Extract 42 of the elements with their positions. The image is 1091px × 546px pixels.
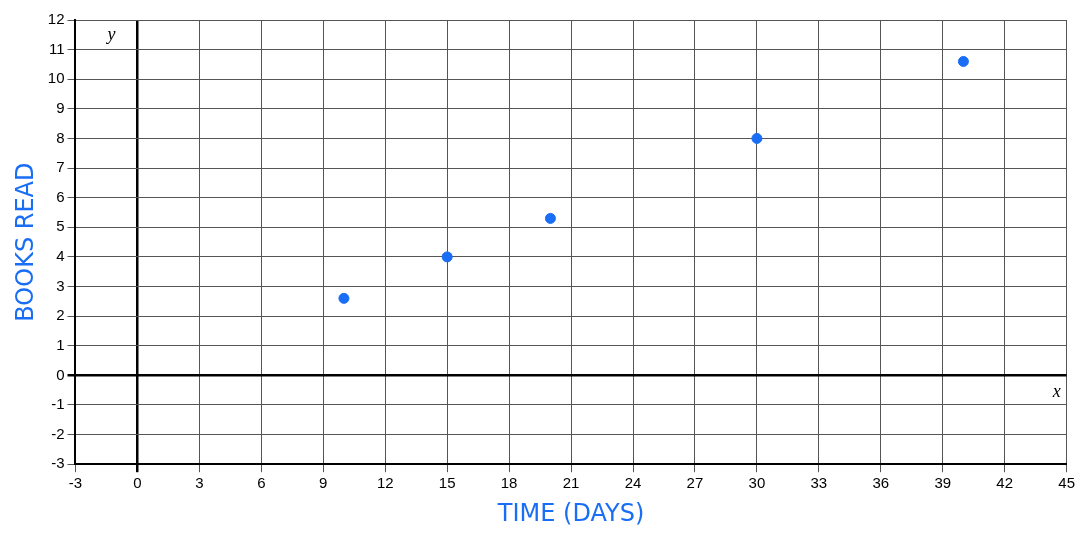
y-tick-label: 1 xyxy=(56,335,65,353)
x-tick-label: 24 xyxy=(624,474,642,492)
point xyxy=(751,132,763,144)
point xyxy=(544,212,556,224)
x-axis-title: TIME (DAYS) xyxy=(496,498,645,527)
annotation: x xyxy=(1051,381,1061,402)
y-tick-label: 0 xyxy=(56,365,65,383)
x-tick-label: 42 xyxy=(996,474,1014,492)
x-tick-label: 36 xyxy=(872,474,890,492)
y-tick-label: 4 xyxy=(56,247,65,265)
y-tick-label: 3 xyxy=(56,276,65,294)
y-tick-label: -3 xyxy=(51,454,65,472)
x-tick-label: 39 xyxy=(934,474,952,492)
y-tick-label: -2 xyxy=(51,424,65,442)
x-tick-label: 21 xyxy=(562,474,580,492)
y-tick-label: 10 xyxy=(47,69,65,87)
y-tick-label: -1 xyxy=(51,395,65,413)
y-tick-label: 6 xyxy=(56,187,65,205)
x-tick-label: 27 xyxy=(686,474,704,492)
y-tick-label: 2 xyxy=(56,306,65,324)
y-tick-label: 11 xyxy=(48,39,65,57)
x-tick-label: 3 xyxy=(195,474,204,492)
x-tick-label: -3 xyxy=(68,474,83,492)
y-tick-label: 5 xyxy=(56,217,65,235)
x-tick-label: 0 xyxy=(133,474,142,492)
x-tick-label: 45 xyxy=(1058,474,1075,492)
x-tick-label: 6 xyxy=(257,474,266,492)
x-tick-label: 15 xyxy=(438,474,456,492)
x-tick-label: 33 xyxy=(810,474,828,492)
y-tick-label: 9 xyxy=(56,98,65,116)
y-axis-title: BOOKS READ xyxy=(10,162,39,322)
point xyxy=(441,251,453,263)
y-tick-label: 8 xyxy=(56,128,65,146)
y-tick-label: 12 xyxy=(47,10,65,28)
annotation: y xyxy=(105,23,116,44)
x-tick-label: 18 xyxy=(500,474,518,492)
x-tick-label: 9 xyxy=(319,474,328,492)
x-tick-label: 12 xyxy=(376,474,394,492)
y-tick-label: 7 xyxy=(56,158,65,176)
point xyxy=(338,292,350,304)
point xyxy=(957,55,969,67)
x-tick-label: 30 xyxy=(748,474,766,492)
